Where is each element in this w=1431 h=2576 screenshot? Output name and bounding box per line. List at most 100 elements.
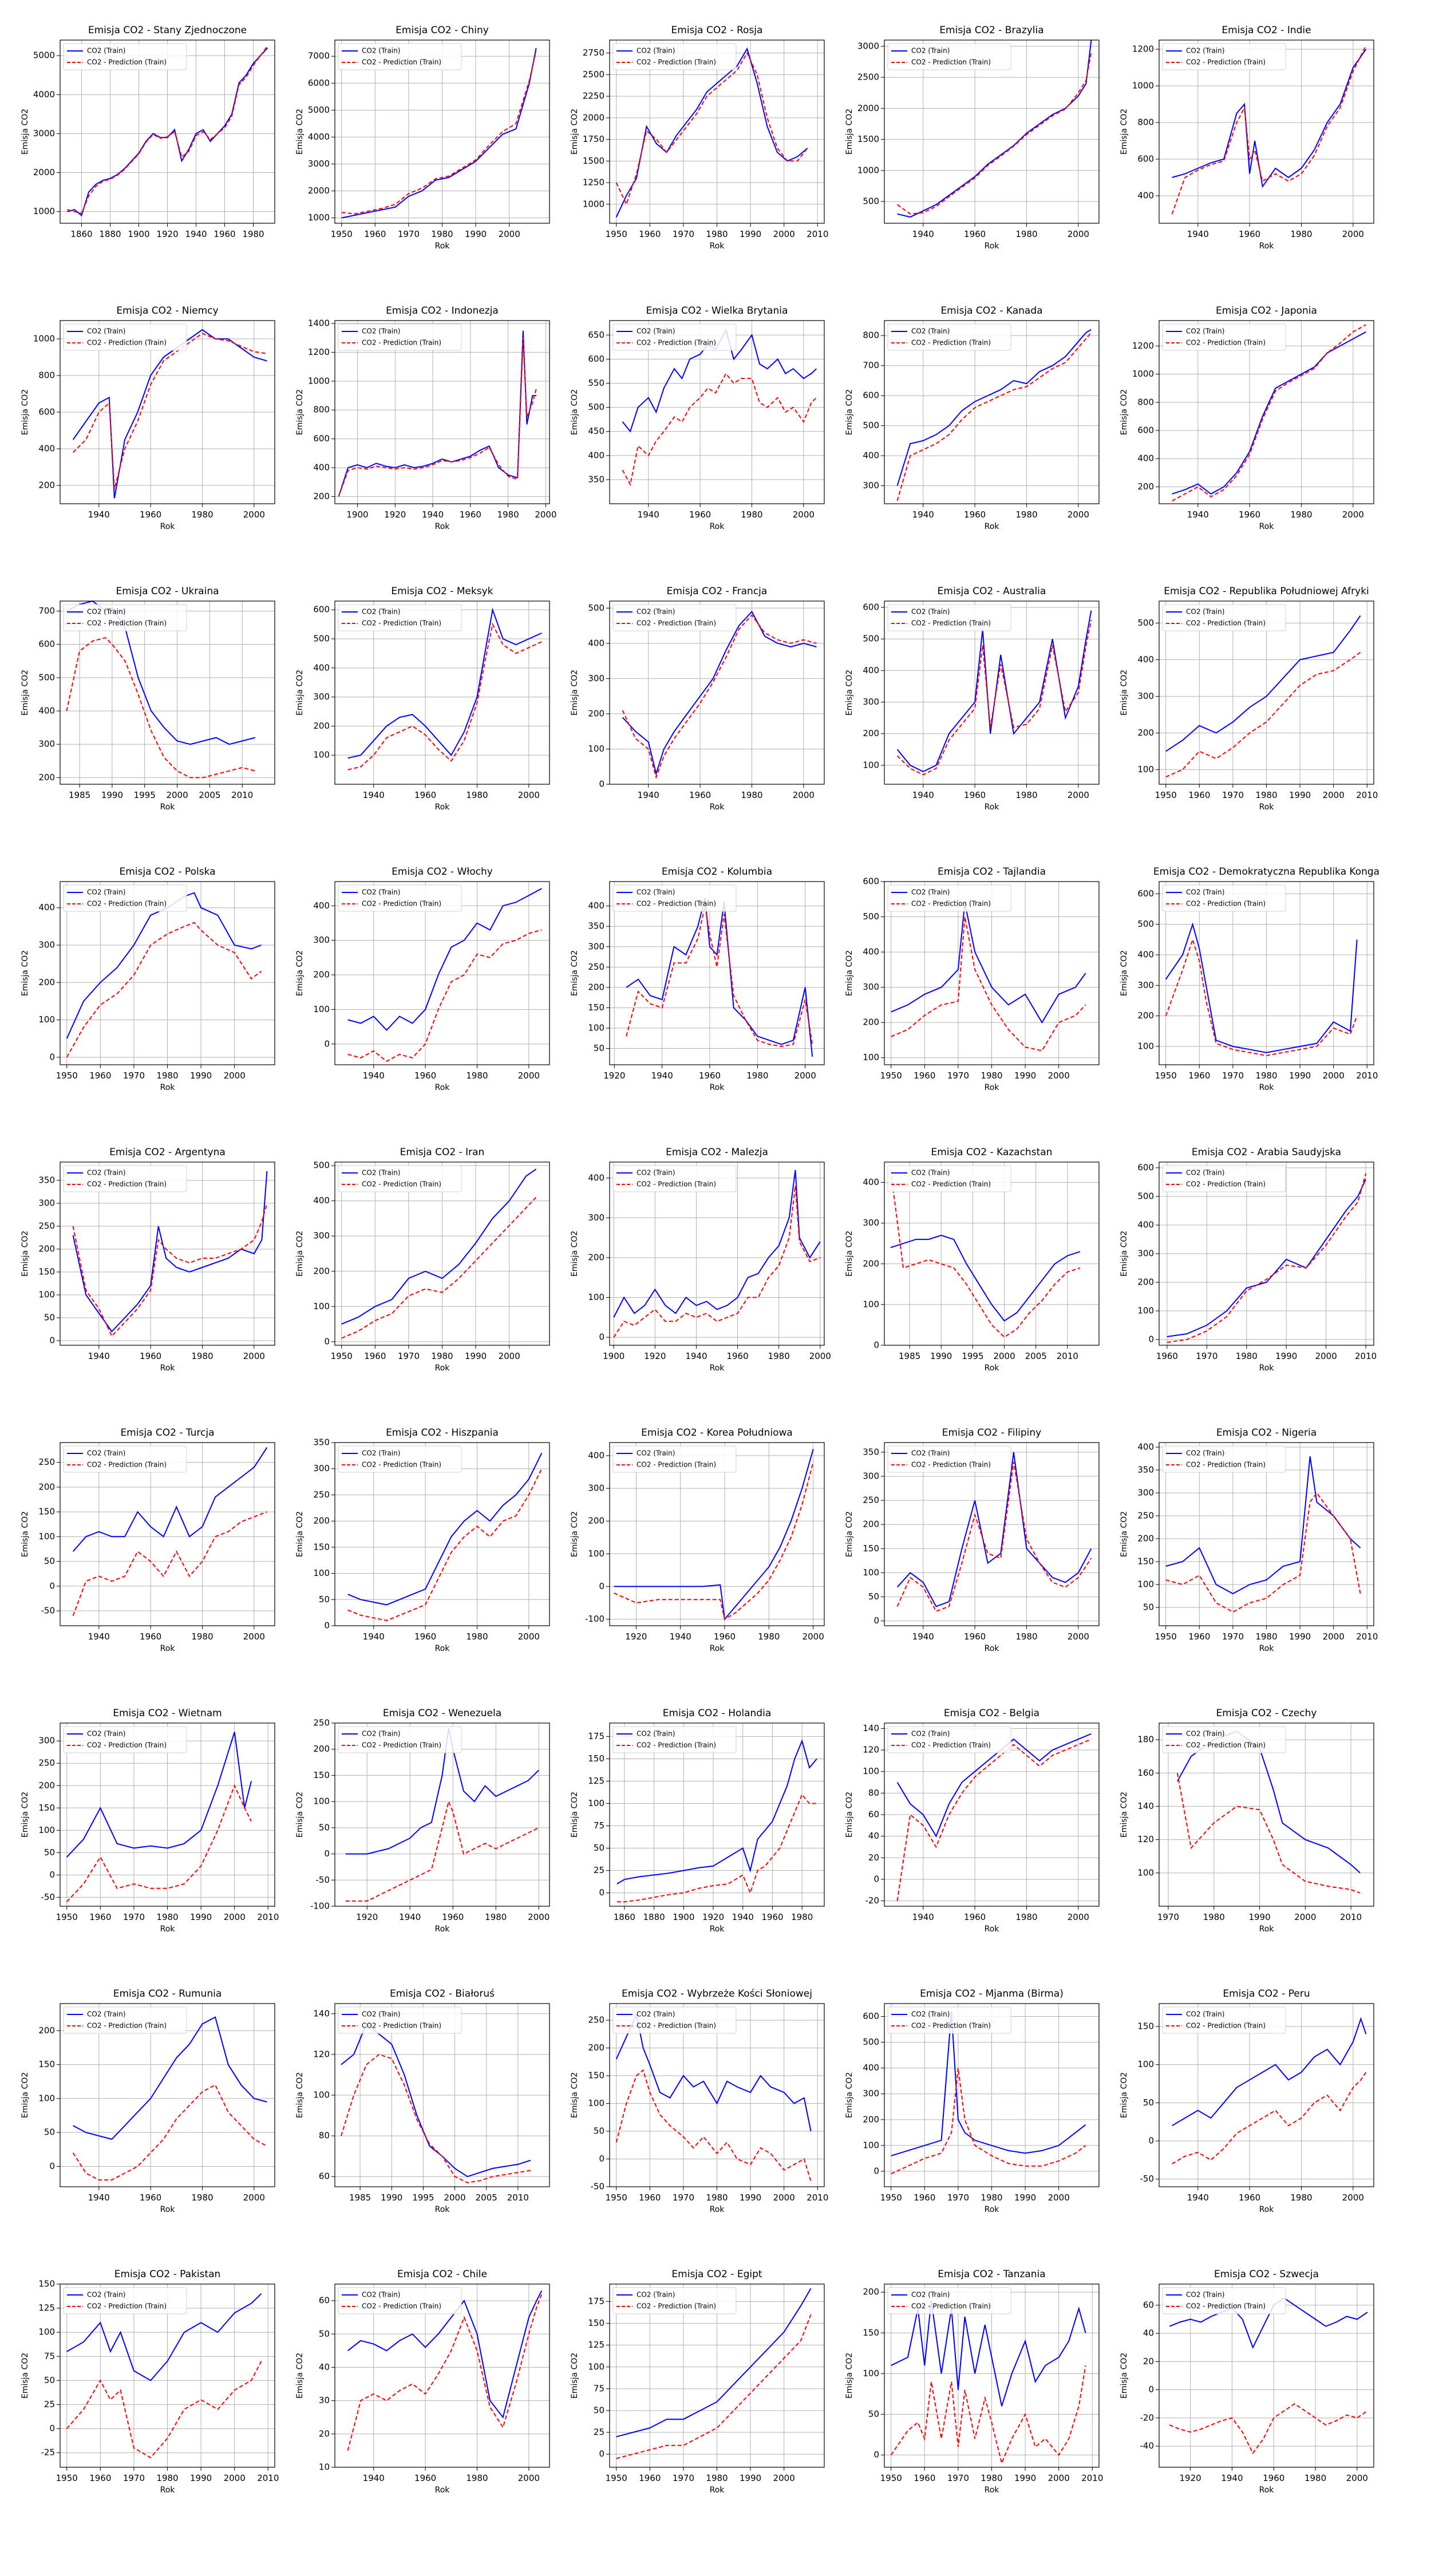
y-tick-label: 60 [868, 1809, 879, 1820]
x-tick-label: 2000 [1068, 1631, 1089, 1642]
legend-box [338, 1726, 462, 1753]
chart-title: Emisja CO2 - Kanada [940, 305, 1042, 317]
x-tick-label: 1980 [758, 1631, 780, 1642]
legend-prediction-label: CO2 - Prediction (Train) [362, 619, 441, 627]
y-axis-label: Emisja CO2 [21, 950, 30, 996]
y-tick-label: 300 [313, 692, 330, 702]
y-tick-label: 200 [863, 2114, 879, 2124]
y-tick-label: 60 [319, 2171, 330, 2182]
legend-train-label: CO2 (Train) [911, 2291, 950, 2299]
chart-title: Emisja CO2 - Kolumbia [662, 866, 772, 878]
x-tick-label: 1940 [88, 1631, 110, 1642]
x-tick-label: 1950 [1155, 790, 1177, 800]
legend-box [1162, 323, 1286, 351]
train-series-line [1172, 2017, 1367, 2127]
y-tick-label: 200 [38, 977, 55, 987]
x-tick-label: 1960 [214, 229, 235, 239]
chart-panel: 1940 1960 1980 2000 -50 0 50 100 150 200 250 Emisja… [11, 1402, 286, 1683]
chart-title: Emisja CO2 - Peru [1223, 1988, 1310, 2000]
y-tick-label: 100 [313, 1568, 330, 1578]
y-tick-label: 1200 [1132, 44, 1154, 54]
plot-frame [1159, 320, 1374, 504]
x-tick-label: 1940 [88, 2192, 110, 2203]
x-tick-label: 1970 [398, 229, 420, 239]
chart-panel: 1950 1960 1970 1980 1990 2000 2010 1000 1250 1500… [561, 0, 836, 280]
x-tick-label: 1990 [381, 2192, 402, 2203]
y-tick-label: 400 [313, 463, 330, 473]
chart-title: Emisja CO2 - Wybrzeże Kości Słoniowej [622, 1988, 812, 2000]
y-axis-label: Emisja CO2 [570, 2353, 579, 2399]
legend-train-label: CO2 (Train) [362, 1730, 400, 1738]
x-tick-label: 2005 [476, 2192, 497, 2203]
chart-panel: 1985 1990 1995 2000 2005 2010 200 300 400 500 600 7… [11, 561, 286, 841]
chart-panel: 1940 1960 1980 2000 0 50 100 150 200 Emisja CO2 -… [11, 1963, 286, 2244]
x-tick-label: 2000 [809, 1351, 831, 1361]
line-chart: 1950 1960 1970 1980 1990 2000 2010 -50 0 50 100 150… [21, 1708, 279, 1934]
y-tick-label: 50 [44, 2127, 55, 2138]
y-tick-label: 700 [38, 606, 55, 616]
plot-frame [334, 320, 550, 504]
line-chart: 1940 1960 1980 2000 300 400 500 600 700 800 Emisja… [845, 305, 1100, 531]
x-tick-label: 1980 [191, 2192, 213, 2203]
legend-prediction-label: CO2 - Prediction (Train) [637, 339, 716, 347]
y-tick-label: 75 [44, 2351, 55, 2361]
line-chart: 1950 1960 1970 1980 1990 2000 1000 2000 3000 4000… [295, 25, 550, 251]
y-tick-label: 200 [588, 1516, 604, 1526]
x-tick-label: 1970 [123, 2473, 145, 2483]
x-tick-label: 1960 [460, 509, 481, 520]
prediction-series-line [66, 1784, 252, 1902]
x-tick-label: 1940 [399, 1912, 421, 1922]
y-tick-label: 0 [49, 2161, 55, 2171]
y-tick-label: 0 [49, 1581, 55, 1591]
x-axis-label: Rok [160, 1364, 176, 1373]
x-tick-label: 1970 [1222, 1070, 1244, 1081]
legend: CO2 (Train) CO2 - Prediction (Train) [887, 1445, 1011, 1473]
x-tick-label: 1980 [741, 509, 762, 520]
x-tick-label: 2005 [1025, 1351, 1047, 1361]
x-tick-label: 1940 [1221, 2473, 1243, 2483]
legend-prediction-label: CO2 - Prediction (Train) [362, 1461, 441, 1469]
line-chart: 1950 1960 1970 1980 1990 2000 2010 50 100 150 200 2… [1120, 1427, 1378, 1653]
x-tick-label: 1980 [1236, 1351, 1258, 1361]
legend-box [887, 1165, 1011, 1192]
line-chart: 1950 1960 1970 1980 1990 2000 100 200 300 400 500 6… [845, 866, 1100, 1092]
x-tick-label: 1940 [638, 790, 659, 800]
x-tick-label: 1980 [1255, 1631, 1277, 1642]
x-tick-label: 2000 [518, 1631, 540, 1642]
y-axis-label: Emisja CO2 [295, 670, 305, 716]
y-axis-label: Emisja CO2 [1120, 109, 1129, 155]
chart-panel: 1950 1960 1970 1980 1990 2000 100 200 300 400 500 6… [836, 841, 1110, 1122]
legend: CO2 (Train) CO2 - Prediction (Train) [338, 2287, 462, 2314]
x-tick-label: 1960 [1188, 790, 1210, 800]
y-tick-label: 100 [863, 1052, 879, 1062]
x-tick-label: 1960 [689, 509, 711, 520]
legend-box [887, 604, 1011, 631]
x-tick-label: 1990 [1014, 2473, 1036, 2483]
line-chart: 1940 1960 1980 2000 200 400 600 800 1000 Emisja C… [21, 305, 275, 531]
x-tick-label: 2010 [1356, 1631, 1378, 1642]
train-series-line [890, 1234, 1081, 1322]
y-tick-label: 500 [313, 1160, 330, 1171]
legend-box [338, 43, 462, 70]
x-tick-label: 2000 [1068, 1912, 1089, 1922]
x-tick-label: 1960 [1239, 2192, 1260, 2203]
y-axis-label: Emisja CO2 [570, 1231, 579, 1277]
y-tick-label: 500 [863, 196, 879, 207]
y-tick-label: 550 [588, 378, 604, 388]
line-chart: 1940 1960 1980 2000 0 50 100 150 200 Emisja CO2 -… [21, 1988, 275, 2214]
y-axis-label: Emisja CO2 [295, 1231, 305, 1277]
x-axis-label: Rok [1259, 1364, 1275, 1373]
legend-box [1162, 604, 1286, 631]
y-axis-label: Emisja CO2 [295, 1511, 305, 1557]
y-axis-label: Emisja CO2 [1120, 2072, 1129, 2118]
y-tick-label: 100 [38, 2327, 55, 2337]
y-tick-label: 180 [1137, 1735, 1154, 1745]
train-series-line [66, 1732, 252, 1858]
y-tick-label: 100 [588, 2098, 604, 2108]
legend-box [338, 2006, 462, 2034]
line-chart: 1900 1920 1940 1960 1980 2000 200 400 600 800 1000… [295, 305, 557, 531]
x-tick-label: 1970 [1222, 1631, 1244, 1642]
x-tick-label: 1970 [1157, 1912, 1179, 1922]
y-axis-label: Emisja CO2 [570, 1511, 579, 1557]
